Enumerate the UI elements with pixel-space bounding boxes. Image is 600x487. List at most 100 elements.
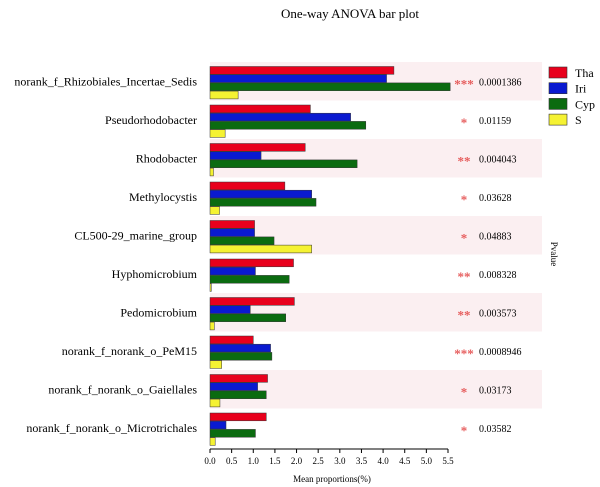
x-axis: 0.0 0.5 1.0 1.5 2.0 2.5 3.0 3.5 4.0 4.5 5.0 5.5 [204,448,454,466]
x-tick-label: 1.0 [248,456,260,466]
x-tick-label: 5.0 [421,456,433,466]
x-tick-label: 3.0 [334,456,346,466]
significance-stars: *** [454,76,474,91]
category-label: norank_f_Rhizobiales_Incertae_Sedis [14,74,197,88]
pvalue-label: 0.04883 [479,231,512,242]
x-tick-label: 4.5 [399,456,411,466]
legend-label-tha: Tha [575,66,594,80]
category-label: norank_f_norank_o_Microtrichales [26,421,197,435]
bar-s [209,321,215,331]
category-label: CL500-29_marine_group [74,228,197,242]
bar-tha [209,104,311,114]
bar-tha [209,297,295,306]
category-labels: norank_f_Rhizobiales_Incertae_Sedis Pseud… [14,74,197,435]
significance-stars: *** [454,346,474,361]
pvalue-label: 0.0008946 [479,347,522,358]
category-label: Pedomicrobium [120,305,197,319]
bar-cyp [209,390,267,399]
bar-tha [209,181,286,191]
pvalue-label: 0.0001386 [479,77,522,88]
bar-iri [209,382,258,391]
significance-stars: * [461,384,468,399]
pvalue-label: 0.01159 [479,116,511,127]
significance-stars: * [461,230,468,245]
bar-s [209,283,212,292]
bar-iri [209,189,312,199]
bar-s [209,360,222,369]
category-label: norank_f_norank_o_Gaiellales [48,382,197,396]
chart-title: One-way ANOVA bar plot [281,6,419,21]
bar-tha [209,335,254,345]
bar-tha [209,374,268,383]
bar-s [209,398,221,408]
row-bands [210,62,542,409]
significance-stars: ** [458,269,471,284]
bar-s [209,206,220,215]
x-tick-label: 2.5 [313,456,325,466]
bar-cyp [209,236,275,245]
pvalue-label: 0.03628 [479,193,512,204]
category-label: norank_f_norank_o_PeM15 [62,344,197,358]
x-tick-label: 2.0 [291,456,303,466]
significance-stars: * [461,115,468,130]
legend-swatch-iri [548,82,568,94]
significance-column: *** 0.0001386* 0.01159** 0.004043* 0.03628* 0… [454,76,521,438]
bar-s [209,437,216,446]
bar-s [209,129,226,138]
bar-cyp [209,313,286,322]
significance-stars: ** [458,153,471,168]
bar-cyp [209,352,273,361]
bar-iri [209,74,387,83]
bars [209,66,451,446]
bar-iri [209,151,262,160]
bar-iri [209,228,255,237]
significance-stars: ** [458,307,471,322]
bar-iri [209,343,271,353]
bar-cyp [209,275,290,284]
bar-tha [209,66,395,75]
legend-label-iri: Iri [575,82,587,96]
significance-stars: * [461,192,468,207]
bar-cyp [209,82,451,91]
bar-tha [209,258,294,268]
category-label: Methylocystis [129,190,197,204]
bar-tha [209,412,267,422]
bar-cyp [209,198,317,207]
bar-iri [209,266,256,276]
pvalue-label: 0.03582 [479,424,512,435]
x-tick-label: 1.5 [269,456,281,466]
bar-s [209,244,312,254]
pvalue-label: 0.003573 [479,308,517,319]
pvalue-label: 0.03173 [479,385,512,396]
legend-label-cyp: Cyp [575,97,595,111]
bar-cyp [209,159,358,168]
bar-iri [209,112,351,122]
bar-iri [209,305,251,314]
bar-s [209,90,239,100]
legend-swatch-tha [548,66,568,79]
category-label: Hyphomicrobium [112,267,198,281]
x-axis-title: Mean proportions(%) [293,474,371,484]
legend-swatch-s [548,113,568,126]
bar-tha [209,220,255,229]
x-tick-label: 0.5 [226,456,238,466]
legend-label-s: S [575,113,582,127]
bar-cyp [209,121,367,130]
legend-swatch-cyp [548,98,568,110]
significance-stars: * [461,423,468,438]
bar-iri [209,420,227,430]
x-tick-label: 4.0 [377,456,389,466]
bar-cyp [209,429,256,438]
x-tick-label: 5.5 [442,456,454,466]
category-label: Pseudorhodobacter [105,113,197,127]
bar-tha [209,143,306,152]
pvalue-label: 0.004043 [479,154,517,165]
category-label: Rhodobacter [136,151,197,165]
bar-s [209,167,214,177]
pvalue-axis-title: Pvalue [549,242,559,267]
x-tick-label: 3.5 [356,456,368,466]
pvalue-label: 0.008328 [479,270,517,281]
x-tick-label: 0.0 [204,456,216,466]
